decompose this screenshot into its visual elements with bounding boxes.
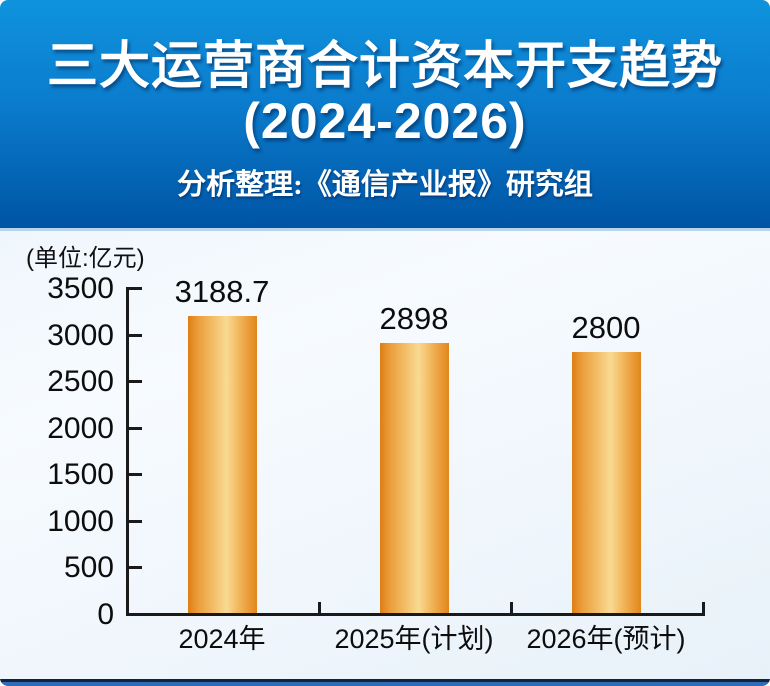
y-axis-tick bbox=[129, 613, 142, 616]
y-axis-tick bbox=[129, 566, 142, 570]
y-axis-line bbox=[126, 287, 129, 616]
bar-value-label: 2800 bbox=[571, 310, 641, 346]
y-axis-tick bbox=[129, 333, 142, 337]
y-axis-tick-label: 2000 bbox=[47, 411, 114, 445]
bar-2025年(计划) bbox=[379, 343, 449, 613]
axis-unit-label: (单位:亿元) bbox=[26, 245, 145, 272]
bar-2026年(预计) bbox=[571, 352, 641, 613]
x-axis-line bbox=[126, 613, 705, 616]
bar-2024年 bbox=[187, 315, 257, 613]
y-axis-tick-label: 3000 bbox=[47, 318, 114, 352]
y-axis-tick-label: 500 bbox=[63, 551, 114, 585]
bottom-strip-dark bbox=[0, 679, 770, 682]
y-axis-tick bbox=[129, 426, 142, 430]
bar-value-label: 3188.7 bbox=[174, 273, 270, 309]
bar-value-label: 2898 bbox=[379, 301, 449, 337]
y-axis-tick bbox=[129, 473, 142, 477]
bottom-strip-blue bbox=[0, 682, 770, 686]
x-axis-tick bbox=[510, 602, 513, 613]
x-category-label: 2025年(计划) bbox=[334, 624, 494, 654]
x-category-label: 2024年 bbox=[178, 624, 266, 654]
y-axis-tick bbox=[129, 287, 142, 290]
x-axis-tick bbox=[702, 602, 705, 613]
poster-subtitle: 分析整理:《通信产业报》研究组 bbox=[177, 169, 593, 201]
y-axis-tick-label: 3500 bbox=[47, 272, 114, 305]
x-axis-tick bbox=[318, 602, 321, 613]
y-axis-tick-label: 1500 bbox=[47, 458, 114, 492]
y-axis-tick bbox=[129, 380, 142, 384]
x-category-label: 2026年(预计) bbox=[526, 624, 686, 654]
header-separator bbox=[0, 228, 770, 231]
poster-title-line2: (2024-2026) bbox=[243, 93, 527, 149]
y-axis-tick-label: 1000 bbox=[47, 504, 114, 538]
header-banner: 三大运营商合计资本开支趋势 (2024-2026) 分析整理:《通信产业报》研究… bbox=[0, 0, 770, 228]
y-axis-tick-label: 0 bbox=[97, 598, 114, 631]
poster-title-line1: 三大运营商合计资本开支趋势 bbox=[46, 37, 723, 94]
y-axis-tick-label: 2500 bbox=[47, 365, 114, 399]
y-axis-tick bbox=[129, 519, 142, 523]
